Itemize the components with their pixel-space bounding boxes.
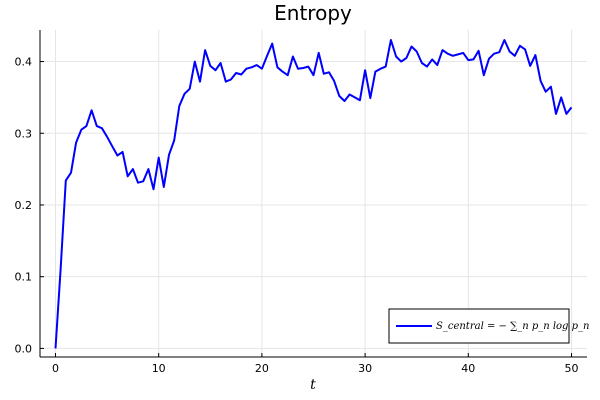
legend: S_central = − ∑_n p_n log p_n bbox=[388, 308, 589, 344]
x-tick-label: 30 bbox=[358, 362, 372, 375]
y-tick-label: 0.2 bbox=[15, 199, 33, 212]
x-tick-label: 40 bbox=[461, 362, 475, 375]
x-tick-label: 20 bbox=[255, 362, 269, 375]
chart-title: Entropy bbox=[274, 1, 352, 25]
legend-label: S_central = − ∑_n p_n log p_n bbox=[436, 321, 589, 332]
x-tick-label: 10 bbox=[152, 362, 166, 375]
grid-layer bbox=[40, 30, 587, 357]
legend-box bbox=[388, 308, 570, 344]
ticks-layer: 0 10 20 30 40 50 0.0 0.1 0.2 0.3 0.4 bbox=[15, 56, 579, 375]
y-tick-label: 0.4 bbox=[15, 56, 33, 69]
x-axis-label: t bbox=[310, 377, 316, 393]
x-tick-label: 0 bbox=[52, 362, 59, 375]
y-tick-label: 0.0 bbox=[15, 342, 33, 355]
series-layer bbox=[54, 39, 573, 349]
series-line-entropy bbox=[54, 39, 573, 349]
y-tick-label: 0.3 bbox=[15, 127, 33, 140]
axes-layer bbox=[39, 30, 587, 358]
x-tick-label: 50 bbox=[565, 362, 579, 375]
y-tick-label: 0.1 bbox=[15, 271, 33, 284]
